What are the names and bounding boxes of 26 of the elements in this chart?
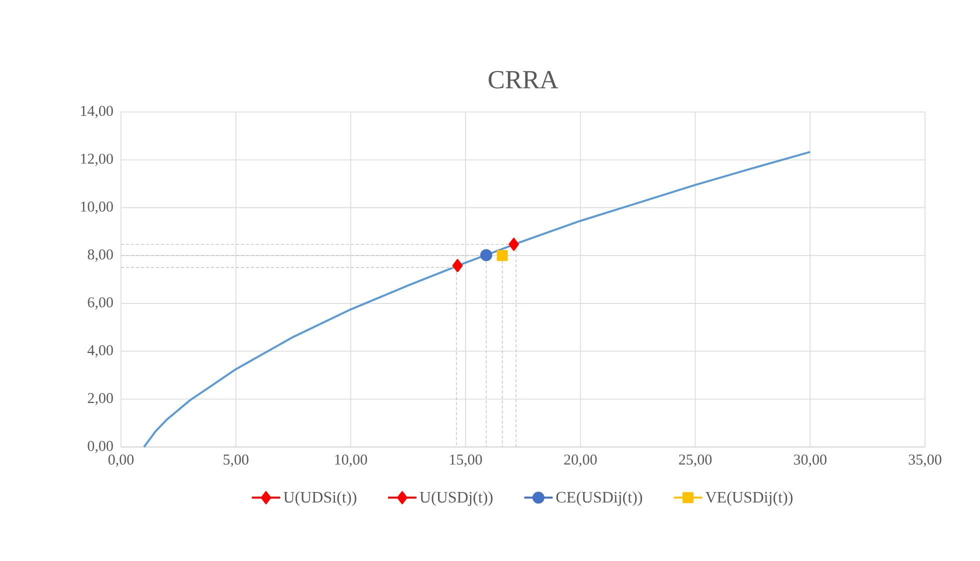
y-tick-label: 14,00 xyxy=(81,106,113,118)
chart-title: CRRA xyxy=(488,70,558,88)
y-tick-label: 12,00 xyxy=(81,154,113,166)
x-tick-label: 5,00 xyxy=(224,454,248,467)
y-tick-label: 4,00 xyxy=(88,345,113,358)
point xyxy=(508,238,519,251)
x-tick-label: 25,00 xyxy=(679,454,712,467)
x-tick-label: 15,00 xyxy=(450,454,482,467)
x-tick-label: 20,00 xyxy=(564,454,597,467)
line-series xyxy=(142,150,812,448)
legend-label: U(USDj(t)) xyxy=(420,491,493,506)
point xyxy=(496,250,508,262)
legend-label: CE(USDij(t)) xyxy=(556,491,642,506)
x-tick-label: 0,00 xyxy=(108,454,134,467)
y-tick-label: 2,00 xyxy=(88,392,113,406)
x-tick-label: 30,00 xyxy=(794,454,826,467)
y-tick-label: 0,00 xyxy=(88,440,113,454)
point xyxy=(452,259,463,272)
x-tick-label: 35,00 xyxy=(908,454,942,467)
point xyxy=(480,249,492,262)
x-tick-label: 10,00 xyxy=(335,454,368,467)
y-tick-label: 8,00 xyxy=(88,249,113,262)
y-tick-label: 10,00 xyxy=(81,202,113,214)
legend-label: U(UDSi(t)) xyxy=(284,491,356,506)
y-tick-label: 6,00 xyxy=(88,297,113,310)
legend-label: VE(USDij(t)) xyxy=(705,491,793,506)
